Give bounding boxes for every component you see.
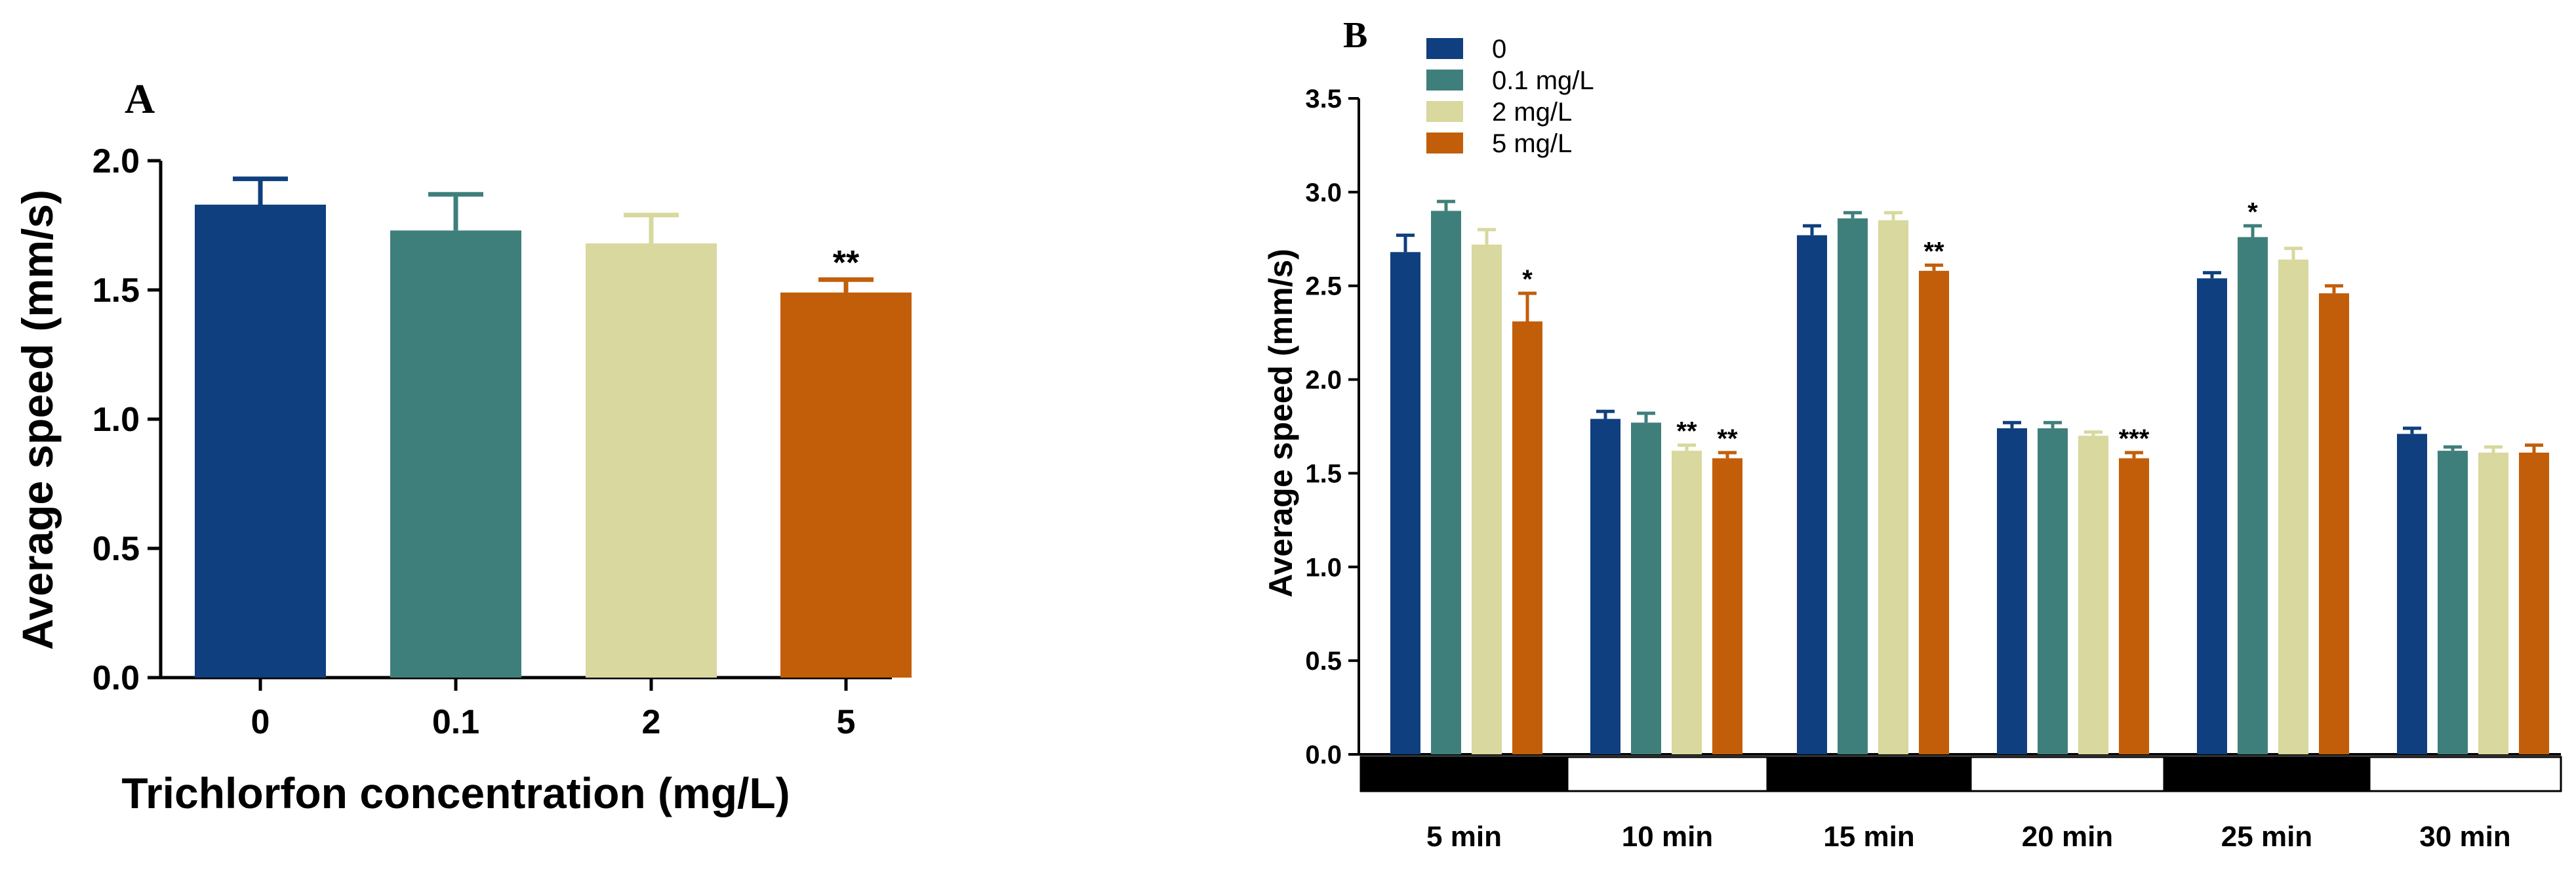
panel-b-significance-label: *: [1522, 265, 1533, 294]
panel-b-y-tick-label: 3.5: [1305, 85, 1342, 113]
panel-b-legend-label: 2 mg/L: [1492, 98, 1572, 127]
panel-b-bar: [1919, 270, 1949, 754]
panel-a-y-tick-label: 1.5: [92, 272, 140, 310]
panel-b-light-phase-block: [1566, 756, 1769, 792]
panel-b-bar: [1878, 220, 1908, 754]
panel-a-x-tick-label: 0.1: [432, 703, 479, 741]
panel-b-bar: [1472, 244, 1502, 754]
panel-b-bar: [1631, 422, 1661, 754]
panel-b-bar: [2278, 259, 2308, 754]
panel-b-light-phase-block: [1969, 756, 2165, 792]
panel-b-light-phase-block: [2368, 756, 2562, 792]
panel-b-y-axis-title: Average speed (mm/s): [1262, 249, 1299, 598]
panel-b-legend-label: 0: [1492, 35, 1506, 64]
panel-b-x-tick-label: 15 min: [1823, 821, 1914, 853]
panel-b-bar: [2038, 428, 2068, 754]
panel-b-y-tick-label: 1.0: [1305, 553, 1342, 582]
panel-a-bar: [390, 230, 521, 678]
panel-a-y-tick-label: 1.0: [92, 401, 140, 439]
panel-a-x-tick-label: 5: [837, 703, 856, 741]
panel-b: B Average speed (mm/s) 00.1 mg/L2 mg/L5 …: [1262, 15, 2562, 853]
panel-b-significance-label: **: [1717, 424, 1738, 453]
panel-b-bar: [2438, 451, 2468, 754]
panel-b-dark-phase-block: [1766, 756, 1972, 792]
panel-b-legend-label: 0.1 mg/L: [1492, 66, 1594, 95]
panel-b-dark-phase-block: [1359, 756, 1569, 792]
panel-a-y-axis-title: Average speed (mm/s): [13, 190, 62, 650]
panel-b-significance-label: *: [2247, 197, 2258, 226]
panel-b-y-tick-label: 0.5: [1305, 647, 1342, 676]
panel-b-y-tick-label: 0.0: [1305, 741, 1342, 769]
panel-b-y-tick-label: 2.5: [1305, 272, 1342, 301]
panel-b-bar: [1797, 235, 1827, 755]
panel-a-bar: [780, 292, 912, 678]
panel-b-bar: [2197, 278, 2227, 754]
panel-b-legend-swatch: [1426, 38, 1463, 59]
panel-b-significance-label: ***: [2119, 424, 2150, 453]
panel-a-bar: [195, 204, 326, 678]
panel-a-x-tick-label: 2: [642, 703, 661, 741]
panel-b-bar: [1838, 218, 1868, 754]
panel-b-bar: [1997, 428, 2027, 754]
panel-b-y-tick-label: 2.0: [1305, 366, 1342, 395]
panel-b-legend-label: 5 mg/L: [1492, 129, 1572, 158]
panel-b-bar: [1672, 451, 1702, 754]
panel-b-bar: [1712, 458, 1742, 754]
panel-b-significance-label: **: [1676, 417, 1697, 446]
panel-b-bar: [2397, 434, 2427, 754]
panel-b-x-tick-label: 10 min: [1622, 821, 1713, 853]
panel-a-y-tick-label: 0.5: [92, 530, 140, 568]
panel-a-x-axis-title: Trichlorfon concentration (mg/L): [121, 769, 790, 817]
panel-b-legend: 00.1 mg/L 2 mg/L5 mg/L: [1426, 35, 1594, 158]
panel-b-legend-swatch: [1426, 101, 1463, 122]
panel-a-marks: 0.0 0.5 1.0 1.5 2.0 0 0.1 2 5 **: [92, 142, 912, 741]
panel-b-marks: 0.00.51.01.52.02.53.03.5*5 min** **10 min…: [1305, 85, 2562, 853]
panel-b-bar: [1431, 211, 1461, 754]
panel-a-x-tick-label: 0: [251, 703, 270, 741]
panel-b-legend-swatch: [1426, 70, 1463, 91]
panel-b-label: B: [1343, 15, 1367, 56]
panel-b-bar: [2119, 458, 2149, 754]
panel-b-y-tick-label: 1.5: [1305, 459, 1342, 488]
panel-b-bar: [2319, 293, 2349, 755]
panel-a: A Average speed (mm/s) Trichlorfon conce…: [13, 75, 912, 817]
panel-b-legend-swatch: [1426, 133, 1463, 153]
panel-b-bar: [1590, 419, 1620, 754]
panel-b-bar: [1512, 321, 1542, 754]
panel-b-x-tick-label: 5 min: [1426, 821, 1502, 853]
panel-b-x-tick-label: 30 min: [2419, 821, 2510, 853]
panel-a-significance-label: **: [833, 244, 860, 282]
panel-b-bar: [2078, 436, 2108, 754]
panel-b-bar: [2478, 453, 2508, 754]
panel-b-y-tick-label: 3.0: [1305, 178, 1342, 207]
panel-a-bar: [586, 243, 717, 678]
panel-b-dark-phase-block: [2163, 756, 2371, 792]
panel-b-x-tick-label: 20 min: [2022, 821, 2113, 853]
panel-a-y-tick-label: 2.0: [92, 142, 140, 180]
panel-b-significance-label: **: [1923, 237, 1944, 266]
panel-a-label: A: [125, 75, 155, 122]
panel-b-x-tick-label: 25 min: [2221, 821, 2312, 853]
panel-b-bar: [2519, 453, 2549, 754]
panel-a-y-tick-label: 0.0: [92, 659, 140, 697]
panel-b-bar: [1390, 252, 1420, 754]
panel-b-bar: [2238, 237, 2268, 754]
